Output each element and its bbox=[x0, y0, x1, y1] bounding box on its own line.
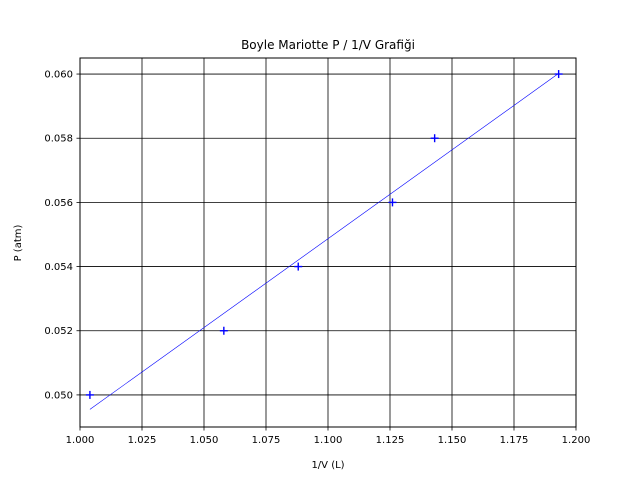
data-point bbox=[85, 390, 94, 399]
y-axis-ticks: 0.050 0.052 0.054 0.056 0.058 0.060 bbox=[44, 70, 80, 401]
x-tick-label: 1.000 bbox=[66, 435, 95, 446]
y-tick-label: 0.058 bbox=[44, 134, 73, 145]
y-tick-label: 0.056 bbox=[44, 198, 73, 209]
fit-line-group bbox=[89, 73, 559, 410]
data-points bbox=[85, 70, 563, 399]
data-point bbox=[430, 134, 439, 143]
y-axis-label: P (atm) bbox=[13, 225, 24, 262]
x-tick-label: 1.050 bbox=[190, 435, 219, 446]
x-tick-label: 1.025 bbox=[128, 435, 157, 446]
grid bbox=[79, 58, 577, 427]
x-axis-ticks: 1.000 1.025 1.050 1.075 1.100 1.125 1.150 1.175… bbox=[66, 427, 591, 446]
data-point bbox=[219, 326, 228, 335]
data-point bbox=[388, 198, 397, 207]
fit-line bbox=[89, 73, 559, 410]
x-tick-label: 1.075 bbox=[252, 435, 281, 446]
y-tick-label: 0.050 bbox=[44, 390, 73, 401]
data-point bbox=[294, 262, 303, 271]
x-axis-label: 1/V (L) bbox=[311, 460, 344, 471]
x-tick-label: 1.100 bbox=[314, 435, 343, 446]
x-tick-label: 1.200 bbox=[562, 435, 591, 446]
x-tick-label: 1.150 bbox=[438, 435, 467, 446]
y-tick-label: 0.052 bbox=[44, 326, 73, 337]
x-tick-label: 1.125 bbox=[376, 435, 405, 446]
y-tick-label: 0.054 bbox=[44, 262, 73, 273]
x-tick-label: 1.175 bbox=[500, 435, 529, 446]
chart-title: Boyle Mariotte P / 1/V Grafiği bbox=[241, 38, 415, 52]
y-tick-label: 0.060 bbox=[44, 70, 73, 81]
data-point bbox=[554, 70, 563, 79]
